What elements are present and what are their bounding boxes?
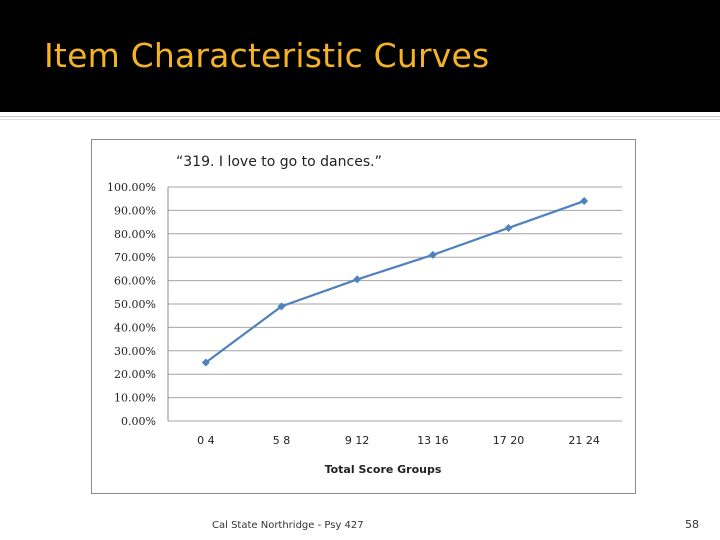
title-bar: Item Characteristic Curves: [0, 0, 720, 112]
y-tick-label: 60.00%: [114, 275, 156, 288]
page-number: 58: [685, 518, 699, 531]
y-tick-label: 50.00%: [114, 298, 156, 311]
y-tick-label: 0.00%: [121, 415, 156, 428]
x-axis-label: Total Score Groups: [325, 463, 442, 476]
y-tick-label: 10.00%: [114, 392, 156, 405]
data-point: [201, 358, 210, 367]
x-tick-label: 0 4: [197, 434, 215, 447]
y-tick-label: 80.00%: [114, 228, 156, 241]
chart-svg: “319. I love to go to dances.” 0.00% 10.00…: [107, 154, 622, 476]
title-divider-secondary: [0, 119, 720, 120]
data-point: [504, 223, 513, 232]
y-tick-label: 90.00%: [114, 204, 156, 217]
slide-title: Item Characteristic Curves: [44, 36, 490, 75]
chart-container: “319. I love to go to dances.” 0.00% 10.00…: [91, 139, 636, 494]
y-tick-label: 70.00%: [114, 251, 156, 264]
data-point: [277, 302, 286, 311]
data-point: [428, 250, 437, 259]
y-tick-label: 40.00%: [114, 321, 156, 334]
y-tick-label: 30.00%: [114, 345, 156, 358]
series-line: [205, 200, 585, 364]
title-divider: [0, 116, 720, 117]
x-tick-label: 9 12: [345, 434, 370, 447]
x-tick-label: 21 24: [568, 434, 600, 447]
y-tick-label: 20.00%: [114, 368, 156, 381]
footer-text: Cal State Northridge - Psy 427: [212, 520, 364, 531]
x-tick-label: 13 16: [417, 434, 449, 447]
x-tick-label: 17 20: [493, 434, 525, 447]
data-point: [353, 275, 362, 284]
data-point: [580, 197, 589, 206]
y-tick-label: 100.00%: [107, 181, 156, 194]
chart-title: “319. I love to go to dances.”: [176, 154, 382, 170]
x-tick-label: 5 8: [273, 434, 291, 447]
